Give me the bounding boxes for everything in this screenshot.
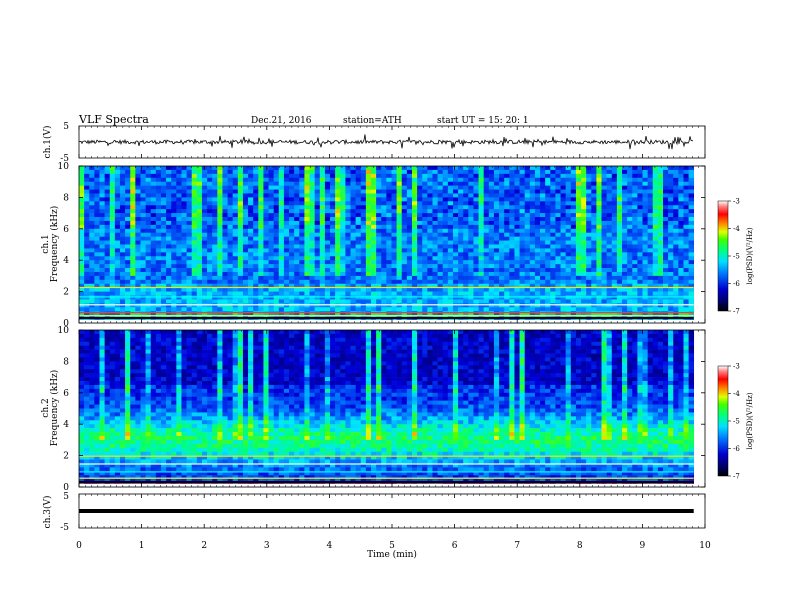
colorbar-tick-label: -6: [733, 280, 740, 288]
time-axis: 0 1 2 3 4 5 6 7 8 9 10: [76, 126, 711, 551]
ch2-spectrogram-panel: 0 2 4 6 8 10 ch.2 Frequency (kHz): [41, 326, 706, 493]
station-label: station=ATH: [343, 116, 402, 126]
date-label: Dec.21, 2016: [251, 116, 312, 126]
frequency-tick-label: 6: [63, 225, 69, 235]
frequency-tick-label: 4: [63, 256, 69, 266]
narrowband-line: [79, 315, 694, 317]
ch3-ytick-bottom: -5: [60, 523, 69, 533]
colorbar-tick-label: -4: [733, 225, 740, 233]
ch2-spectrogram-image: [79, 330, 705, 488]
time-tick-label: 4: [327, 541, 333, 551]
time-tick-label: 1: [139, 541, 145, 551]
colorbar-tick-label: -4: [733, 390, 740, 398]
frequency-tick-label: 8: [63, 357, 69, 367]
narrowband-line: [79, 286, 694, 289]
colorbar-tick-label: -5: [733, 253, 740, 261]
start-time-label: start UT = 15: 20: 1: [437, 116, 529, 126]
ch2-colorbar: -3 -4 -5 -6 -7 log(PSD)(V²/Hz): [717, 363, 754, 481]
time-tick-label: 3: [264, 541, 270, 551]
frequency-tick-label: 2: [63, 452, 69, 462]
colorbar-tick-label: -3: [733, 198, 740, 206]
ch1-spectrogram-image: [79, 166, 705, 324]
frequency-tick-label: 2: [63, 288, 69, 298]
ch1-ytick-bottom: -5: [60, 154, 69, 164]
ch2-colorbar-label: log(PSD)(V²/Hz): [746, 392, 754, 449]
narrowband-line: [79, 477, 694, 479]
time-tick-label: 0: [76, 541, 82, 551]
narrowband-line: [79, 471, 694, 473]
narrowband-line: [79, 463, 694, 465]
ch1-colorbar-gradient: [717, 200, 729, 312]
time-tick-label: 7: [514, 541, 520, 551]
narrowband-line: [79, 304, 694, 306]
ch3-waveform-line: [79, 509, 694, 513]
frequency-tick-label: 0: [63, 319, 69, 329]
colorbar-tick-label: -7: [733, 473, 740, 481]
ch1-frequency-label: Frequency (kHz): [49, 206, 60, 283]
ch1-spectrogram-panel: 0 2 4 6 8 10 ch.1 Frequency (kHz): [41, 162, 706, 329]
ch1-colorbar: -3 -4 -5 -6 -7 log(PSD)(V²/Hz): [717, 198, 754, 316]
ch2-frequency-label: Frequency (kHz): [49, 370, 60, 447]
colorbar-tick-label: -6: [733, 445, 740, 453]
time-axis-label: Time (min): [367, 549, 417, 560]
ch1-channel-label: ch.1: [41, 234, 51, 253]
figure-title: VLF Spectra: [78, 113, 149, 126]
ch3-ylabel: ch.3(V): [42, 496, 53, 529]
frequency-tick-label: 10: [58, 162, 70, 172]
ch2-channel-label: ch.2: [41, 398, 51, 417]
time-tick-label: 10: [699, 541, 711, 551]
time-tick-label: 5: [389, 541, 395, 551]
time-tick-label: 9: [640, 541, 646, 551]
ch3-ytick-top: 5: [63, 492, 69, 502]
narrowband-line: [79, 455, 694, 457]
colorbar-tick-label: -7: [733, 308, 740, 316]
frequency-tick-label: 4: [63, 420, 69, 430]
ch1-ylabel: ch.1(V): [42, 126, 53, 159]
frequency-tick-label: 6: [63, 389, 69, 399]
narrowband-line: [79, 296, 694, 298]
time-tick-label: 8: [577, 541, 583, 551]
frequency-tick-label: 0: [63, 483, 69, 493]
ch1-waveform-line: [78, 134, 694, 150]
time-tick-label: 6: [452, 541, 458, 551]
ch1-colorbar-label: log(PSD)(V²/Hz): [746, 227, 754, 284]
narrowband-line: [79, 312, 694, 314]
colorbar-tick-label: -3: [733, 363, 740, 371]
time-tick-label: 2: [201, 541, 207, 551]
colorbar-tick-label: -5: [733, 418, 740, 426]
ch1-ytick-top: 5: [63, 122, 69, 132]
frequency-tick-label: 10: [58, 326, 70, 336]
ch2-colorbar-gradient: [717, 365, 729, 477]
frequency-tick-label: 8: [63, 193, 69, 203]
